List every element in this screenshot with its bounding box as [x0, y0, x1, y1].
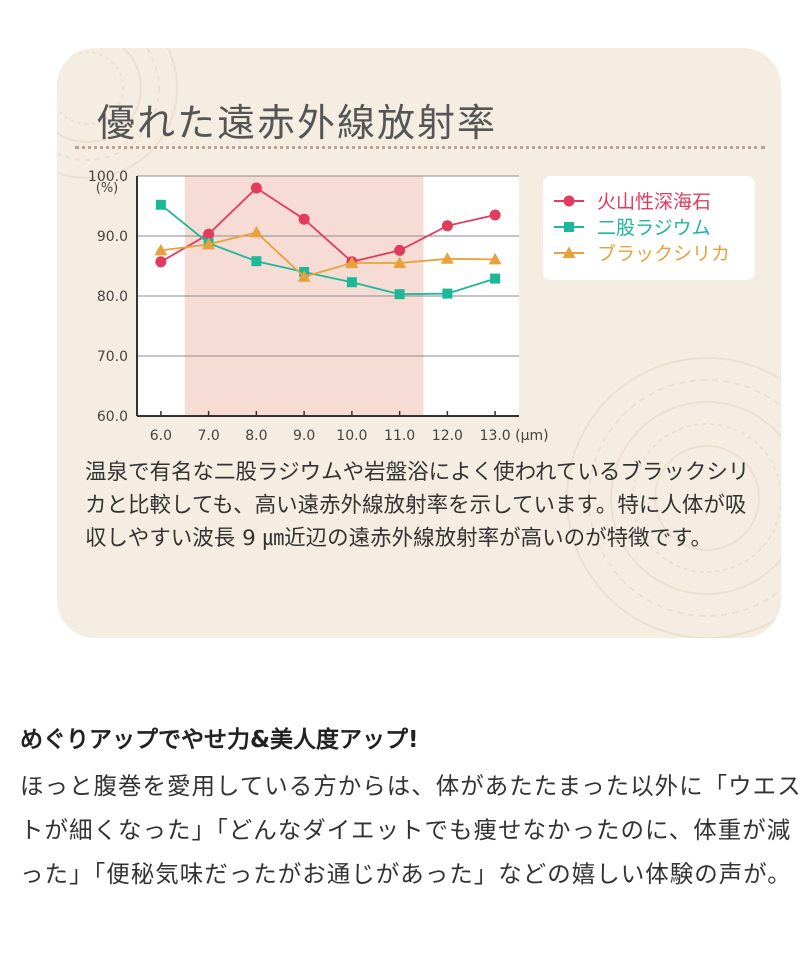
section-title: めぐりアップでやせ力&美人度アップ! — [20, 727, 419, 753]
x-tick-label: 13.0 — [480, 428, 511, 444]
x-tick-label: 8.0 — [245, 428, 267, 444]
data-point — [442, 288, 453, 299]
data-point — [298, 213, 310, 225]
data-point — [155, 256, 167, 268]
emissivity-chart: 100.0 90.0 80.0 70.0 60.0 (%) 6.0 7.0 8.0 9.0 10.0… — [88, 169, 755, 444]
data-point — [249, 225, 263, 238]
y-tick-label: 90.0 — [97, 229, 128, 245]
data-point — [154, 243, 168, 256]
data-point — [251, 256, 262, 267]
data-point — [346, 277, 357, 288]
data-point — [394, 289, 405, 300]
legend-label: 火山性深海石 — [597, 191, 711, 213]
y-tick-label: 60.0 — [97, 409, 128, 425]
x-tick-label: 11.0 — [384, 428, 415, 444]
legend-marker — [563, 195, 575, 207]
x-tick-label: 6.0 — [150, 428, 172, 444]
data-point — [489, 209, 501, 221]
x-tick-label: 10.0 — [336, 428, 367, 444]
title-divider — [75, 146, 765, 149]
lace-decoration-top-left — [57, 48, 178, 179]
data-point — [202, 237, 216, 250]
data-point — [488, 252, 502, 265]
data-point — [394, 244, 406, 256]
x-axis-unit: (μm) — [515, 428, 548, 444]
info-card: 優れた遠赤外線放射率 100.0 90.0 80.0 70.0 60.0 (%) 6.0 7.… — [57, 48, 781, 638]
data-point — [203, 228, 215, 240]
data-point — [441, 220, 453, 232]
series-line — [160, 186, 496, 263]
data-point — [393, 256, 407, 268]
legend-box — [543, 176, 755, 280]
card-title: 優れた遠赤外線放射率 — [97, 101, 498, 145]
chart-description: 温泉で有名な二股ラジウムや岩盤浴によく使われているブラックシリカと比較しても、高… — [85, 460, 750, 551]
series-line — [160, 231, 496, 278]
x-tick-label: 9.0 — [293, 428, 315, 444]
data-point — [250, 182, 262, 194]
series-line — [160, 204, 496, 296]
legend-marker — [562, 246, 576, 258]
lace-decoration-bottom-right — [566, 357, 781, 638]
y-tick-label: 80.0 — [97, 289, 128, 305]
legend-marker — [564, 222, 574, 232]
y-tick-label: 100.0 — [88, 169, 128, 185]
y-tick-label: 70.0 — [97, 349, 128, 365]
x-tick-label: 7.0 — [197, 428, 219, 444]
data-point — [297, 270, 311, 282]
series-2 — [154, 225, 502, 282]
legend-label: ブラックシリカ — [597, 242, 730, 265]
x-tick-label: 12.0 — [432, 428, 463, 444]
y-axis-label: (%) — [96, 181, 119, 196]
legend-label: 二股ラジウム — [597, 217, 711, 239]
data-point — [155, 199, 166, 210]
data-point — [345, 256, 359, 268]
data-point — [440, 252, 454, 264]
data-point — [490, 273, 501, 284]
section-body: ほっと腹巻を愛用している方からは、体があたたまった以外に「ウエストが細くなった」… — [20, 772, 802, 888]
